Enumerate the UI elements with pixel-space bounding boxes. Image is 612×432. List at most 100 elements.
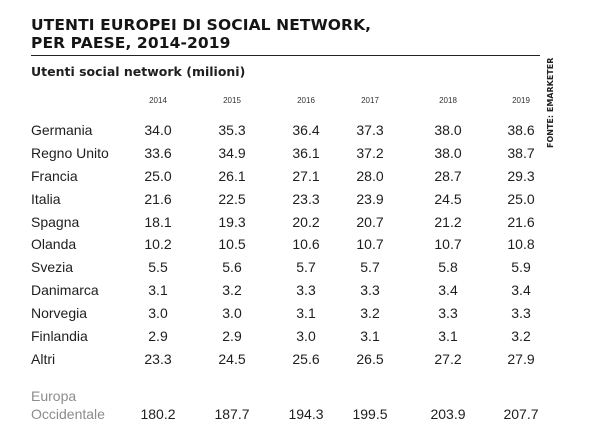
table-cell: 37.2 [356,144,384,161]
table-row: Altri 23.3 24.5 25.6 26.5 27.2 27.9 [0,348,612,371]
table-row: Spagna 18.1 19.3 20.2 20.7 21.2 21.6 [0,211,612,234]
table-cell: 2.9 [148,328,168,345]
table-cell: 5.5 [148,259,168,276]
table-cell: 5.9 [511,259,531,276]
chart-subtitle: Utenti social network (milioni) [31,64,246,79]
table-cell: 10.7 [434,236,462,253]
table-cell: 3.2 [360,305,380,322]
table-cell: 24.5 [434,190,462,207]
row-label: Olanda [31,236,77,253]
total-cell: 194.3 [288,406,324,422]
table-cell: 23.3 [292,190,320,207]
table-cell: 36.4 [292,122,320,138]
row-label: Finlandia [31,328,88,345]
year-header-2019: 2019 [512,96,530,105]
table-cell: 3.1 [360,328,380,345]
table-cell: 20.7 [356,213,384,230]
table-cell: 26.1 [218,167,246,184]
table-cell: 38.0 [434,144,462,161]
table-row: Regno Unito 33.6 34.9 36.1 37.2 38.0 38.7 [0,142,612,165]
table-cell: 5.7 [360,259,380,276]
table-row: Danimarca 3.1 3.2 3.3 3.3 3.4 3.4 [0,279,612,302]
table-cell: 3.4 [511,282,531,299]
row-label: Italia [31,190,61,207]
year-header-2018: 2018 [439,96,457,105]
year-header-row: 2014 2015 2016 2017 2018 2019 [0,96,612,110]
total-cell: 199.5 [352,406,388,422]
table-cell: 3.0 [222,305,242,322]
table-cell: 38.7 [507,144,535,161]
year-header-2015: 2015 [223,96,241,105]
table-cell: 25.0 [507,190,535,207]
table-cell: 21.6 [144,190,172,207]
table-cell: 3.2 [511,328,531,345]
table-cell: 37.3 [356,122,384,138]
row-label: Regno Unito [31,144,109,161]
row-label: Altri [31,350,56,367]
table-row: Francia 25.0 26.1 27.1 28.0 28.7 29.3 [0,165,612,188]
table-cell: 27.2 [434,350,462,367]
table-cell: 5.6 [222,259,242,276]
table-cell: 3.1 [438,328,458,345]
total-row: Europa Occidentale 180.2 187.7 194.3 199.5 2… [0,387,612,425]
table-body: Germania 34.0 35.3 36.4 37.3 38.0 38.6 Regno Un… [0,119,612,371]
table-cell: 24.5 [218,350,246,367]
table-cell: 3.3 [438,305,458,322]
total-label-line-2: Occidentale [31,406,105,422]
chart-title-line-2: PER PAESE, 2014-2019 [31,34,231,52]
table-cell: 3.4 [438,282,458,299]
row-label: Francia [31,167,78,184]
table-cell: 27.9 [507,350,535,367]
row-label: Spagna [31,213,80,230]
row-label: Svezia [31,259,74,276]
table-cell: 10.8 [507,236,535,253]
row-label: Germania [31,122,93,138]
table-cell: 27.1 [292,167,320,184]
table-row: Finlandia 2.9 2.9 3.0 3.1 3.1 3.2 [0,325,612,348]
total-cell: 187.7 [214,406,250,422]
table-row: Italia 21.6 22.5 23.3 23.9 24.5 25.0 [0,188,612,211]
year-header-2014: 2014 [149,96,167,105]
table-cell: 10.5 [218,236,246,253]
row-label: Norvegia [31,305,88,322]
table-cell: 34.0 [144,122,172,138]
total-label: Europa Occidentale [31,387,105,423]
table-cell: 25.6 [292,350,320,367]
table-cell: 21.2 [434,213,462,230]
table-cell: 22.5 [218,190,246,207]
table-cell: 3.0 [296,328,316,345]
table-cell: 10.2 [144,236,172,253]
table-cell: 5.8 [438,259,458,276]
table-cell: 36.1 [292,144,320,161]
table-cell: 26.5 [356,350,384,367]
total-label-line-1: Europa [31,388,77,404]
table-cell: 25.0 [144,167,172,184]
table-cell: 3.3 [296,282,316,299]
table-cell: 29.3 [507,167,535,184]
table-row: Svezia 5.5 5.6 5.7 5.7 5.8 5.9 [0,256,612,279]
table-row: Olanda 10.2 10.5 10.6 10.7 10.7 10.8 [0,233,612,256]
table-cell: 34.9 [218,144,246,161]
table-cell: 20.2 [292,213,320,230]
total-cell: 180.2 [140,406,176,422]
table-cell: 23.9 [356,190,384,207]
table-cell: 38.6 [507,122,535,138]
table-cell: 21.6 [507,213,535,230]
table-cell: 28.0 [356,167,384,184]
table-cell: 18.1 [144,213,172,230]
title-divider [31,55,540,56]
table-cell: 35.3 [218,122,246,138]
table-cell: 28.7 [434,167,462,184]
table-cell: 10.6 [292,236,320,253]
table-row: Germania 34.0 35.3 36.4 37.3 38.0 38.6 [0,119,612,142]
table-cell: 2.9 [222,328,242,345]
table-cell: 5.7 [296,259,316,276]
row-label: Danimarca [31,282,99,299]
table-cell: 3.0 [148,305,168,322]
table-cell: 3.3 [511,305,531,322]
chart-title-line-1: UTENTI EUROPEI DI SOCIAL NETWORK, [31,16,372,34]
table-cell: 38.0 [434,122,462,138]
table-cell: 3.1 [148,282,168,299]
year-header-2016: 2016 [297,96,315,105]
